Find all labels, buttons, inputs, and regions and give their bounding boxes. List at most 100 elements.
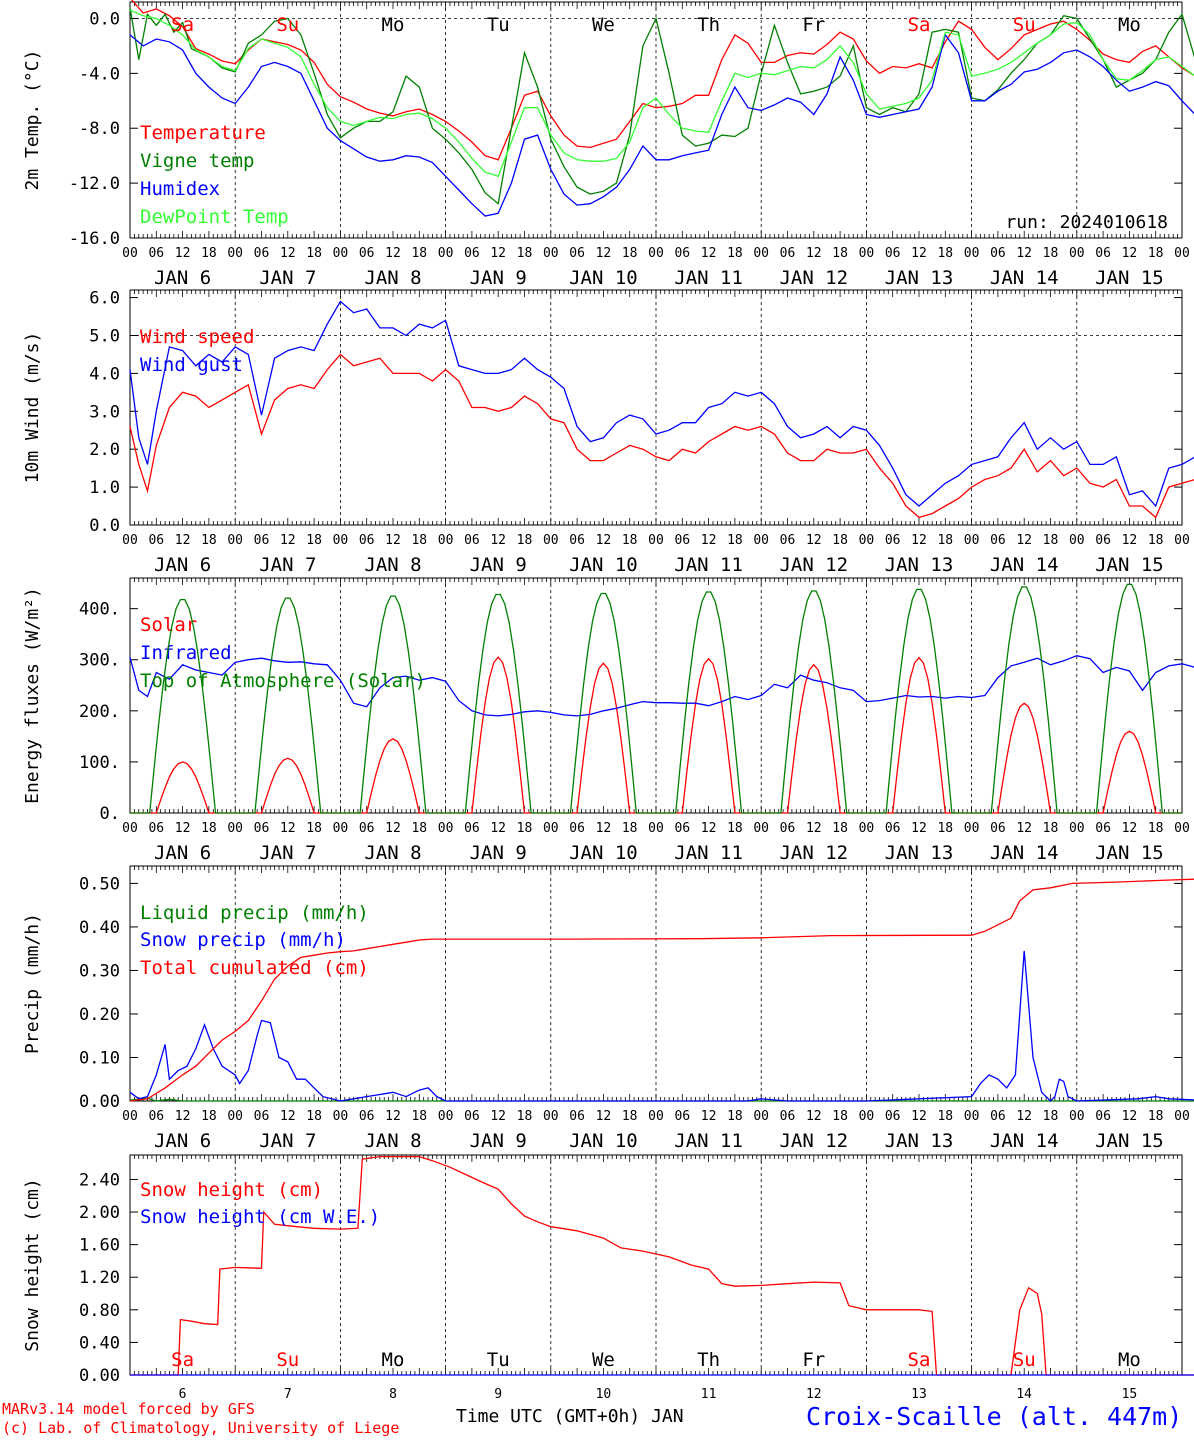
hour-tick-label: 12: [806, 1109, 822, 1124]
hour-tick-label: 00: [964, 821, 980, 836]
date-label: JAN 15: [1095, 267, 1164, 289]
wind-series-line-2: [129, 300, 1194, 508]
hour-tick-label: 00: [438, 246, 454, 261]
weekday-label: Mo: [1118, 14, 1141, 36]
temp-legend-entry: Vigne temp: [140, 150, 254, 172]
weekday-label: Su: [276, 14, 299, 36]
weekday-label: Mo: [382, 14, 405, 36]
date-label: JAN 11: [674, 267, 743, 289]
weekday-label: Th: [697, 14, 720, 36]
weekday-label: Su: [1013, 1349, 1036, 1371]
hour-tick-label: 06: [674, 821, 690, 836]
wind-y-tick-label: 3.0: [89, 402, 120, 422]
hour-tick-label: 06: [359, 821, 375, 836]
temp-series-line-2: [129, 7, 1194, 205]
hour-tick-label: 12: [175, 1109, 191, 1124]
date-label: JAN 6: [154, 554, 211, 576]
weekday-label: Mo: [382, 1349, 405, 1371]
hour-tick-label: 00: [859, 533, 875, 548]
temp-panel: 0.0 -4.0 -8.0 -12.0 -16.0 2m Temp. (°C) Temper…: [22, 0, 1194, 289]
hour-tick-label: 06: [990, 533, 1006, 548]
hour-tick-label: 06: [464, 533, 480, 548]
hour-tick-label: 00: [1069, 246, 1085, 261]
hour-tick-label: 18: [937, 821, 953, 836]
energy-y-tick-label: 400.: [79, 600, 120, 620]
snow-y-tick-label: 2.00: [79, 1203, 120, 1223]
precip-y-tick-label: 0.20: [79, 1005, 120, 1025]
hour-tick-label: 18: [832, 1109, 848, 1124]
hour-tick-label: 06: [569, 821, 585, 836]
hour-tick-label: 18: [832, 821, 848, 836]
date-label: JAN 8: [364, 1130, 421, 1152]
day-number-label: 13: [911, 1387, 927, 1402]
hour-tick-label: 12: [701, 1109, 717, 1124]
precip-y-tick-label: 0.30: [79, 961, 120, 981]
precip-legend-entry: Total cumulated (cm): [140, 957, 369, 979]
run-label: run: 2024010618: [1005, 212, 1168, 233]
wind-y-tick-label: 4.0: [89, 364, 120, 384]
hour-tick-label: 00: [753, 533, 769, 548]
wind-panel: 0.0 1.0 2.0 3.0 4.0 5.0 6.0 10m Wind (m/s) Wind …: [22, 289, 1194, 576]
hour-tick-label: 00: [859, 1109, 875, 1124]
date-label: JAN 12: [779, 1130, 848, 1152]
station-name: Croix-Scaille (alt. 447m): [806, 1402, 1183, 1431]
hour-tick-label: 00: [859, 246, 875, 261]
hour-tick-label: 12: [490, 1109, 506, 1124]
date-label: JAN 9: [470, 1130, 527, 1152]
date-label: JAN 13: [885, 267, 954, 289]
hour-tick-label: 12: [701, 533, 717, 548]
date-label: JAN 15: [1095, 1130, 1164, 1152]
hour-tick-label: 18: [1043, 1109, 1059, 1124]
temp-y-tick-label: -12.0: [69, 174, 120, 194]
precip-y-tick-label: 0.40: [79, 918, 120, 938]
hour-tick-label: 12: [911, 246, 927, 261]
hour-tick-label: 00: [753, 1109, 769, 1124]
date-label: JAN 7: [259, 267, 316, 289]
date-label: JAN 13: [885, 842, 954, 864]
hour-tick-label: 18: [517, 246, 533, 261]
weekday-label: Sa: [908, 1349, 931, 1371]
hour-tick-label: 12: [806, 533, 822, 548]
day-number-label: 14: [1016, 1387, 1032, 1402]
hour-tick-label: 18: [201, 533, 217, 548]
hour-tick-label: 06: [1095, 821, 1111, 836]
hour-tick-label: 06: [885, 1109, 901, 1124]
precip-series-line-3: [129, 878, 1194, 1102]
hour-tick-label: 12: [385, 1109, 401, 1124]
hour-tick-label: 18: [411, 246, 427, 261]
hour-tick-label: 18: [1148, 246, 1164, 261]
date-label: JAN 8: [364, 842, 421, 864]
weekday-label: Sa: [171, 14, 194, 36]
hour-tick-label: 00: [1174, 1109, 1190, 1124]
hour-tick-label: 06: [569, 246, 585, 261]
hour-tick-label: 00: [964, 1109, 980, 1124]
hour-tick-label: 06: [464, 821, 480, 836]
energy-y-tick-label: 0.: [100, 804, 120, 824]
hour-tick-label: 00: [1069, 533, 1085, 548]
day-number-label: 11: [701, 1387, 717, 1402]
hour-tick-label: 12: [175, 821, 191, 836]
snow-legend-entry: Snow height (cm W.E.): [140, 1206, 380, 1228]
date-label: JAN 11: [674, 554, 743, 576]
hour-tick-label: 12: [596, 821, 612, 836]
hour-tick-label: 00: [333, 821, 349, 836]
temp-y-tick-label: -4.0: [79, 64, 120, 84]
hour-tick-label: 18: [727, 246, 743, 261]
hour-tick-label: 12: [385, 246, 401, 261]
x-axis-label: Time UTC (GMT+0h) JAN: [456, 1406, 684, 1427]
weekday-label: Su: [276, 1349, 299, 1371]
temp-y-tick-label: -8.0: [79, 119, 120, 139]
hour-tick-label: 00: [648, 1109, 664, 1124]
hour-tick-label: 12: [701, 821, 717, 836]
energy-legend-entry: Infrared: [140, 642, 232, 664]
hour-tick-label: 12: [701, 246, 717, 261]
hour-tick-label: 18: [1043, 533, 1059, 548]
hour-tick-label: 06: [254, 821, 270, 836]
hour-tick-label: 12: [490, 821, 506, 836]
hour-tick-label: 12: [280, 533, 296, 548]
hour-tick-label: 18: [306, 246, 322, 261]
hour-tick-label: 12: [596, 1109, 612, 1124]
snow-legend-entry: Snow height (cm): [140, 1179, 323, 1201]
snow-y-tick-label: 1.60: [79, 1236, 120, 1256]
hour-tick-label: 18: [306, 821, 322, 836]
